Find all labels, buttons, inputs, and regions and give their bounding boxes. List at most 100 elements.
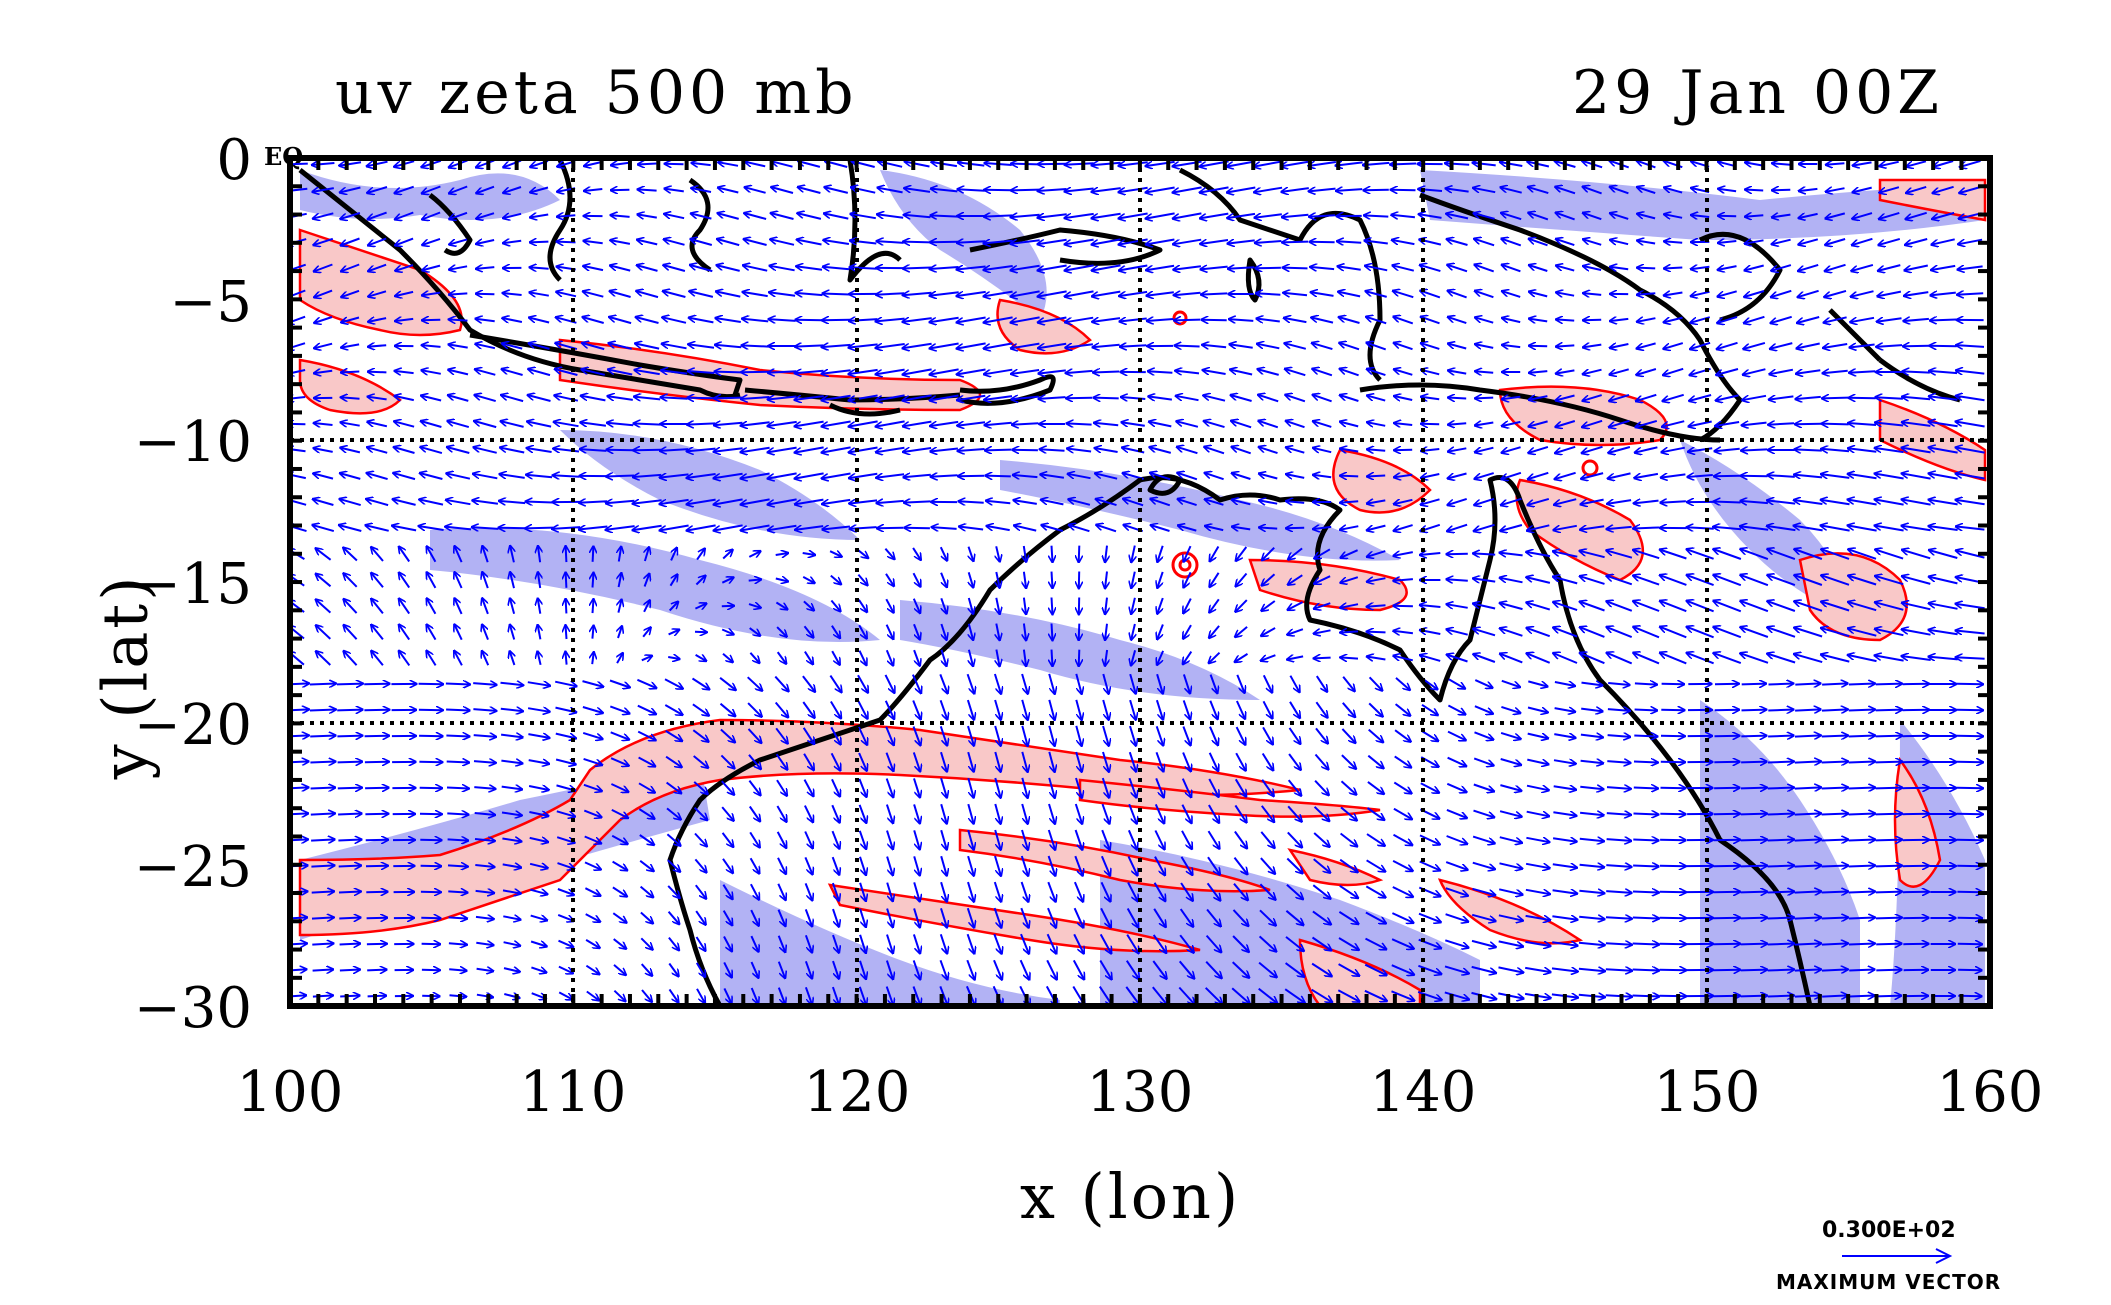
wind-vector [1499,862,1523,868]
wind-vector [1740,840,1768,841]
wind-vector [1145,212,1175,218]
wind-vector [1556,239,1575,247]
wind-vector [1064,238,1094,245]
wind-vector [969,572,974,587]
wind-vector [1607,500,1632,504]
wind-vector [1368,728,1384,743]
wind-vector [1579,813,1604,816]
wind-vector [1231,447,1252,455]
wind-vector [1661,474,1686,477]
wind-vector [1153,908,1166,927]
wind-vector [1633,762,1658,763]
wind-vector [1745,162,1764,165]
wind-vector [475,319,495,322]
wind-vector [607,423,634,425]
wind-vector [831,856,840,875]
wind-vector [1772,215,1791,218]
wind-vector [1525,862,1550,868]
wind-vector [1552,838,1577,841]
wind-vector [1875,549,1904,560]
wind-vector [503,186,522,193]
wind-vector [1632,996,1660,997]
wind-vector [581,369,606,376]
wind-vector [581,396,606,402]
wind-vector [1129,725,1136,746]
wind-vector [859,908,866,927]
wind-vector [821,446,851,452]
wind-vector [395,319,414,321]
wind-vector [1637,268,1656,269]
wind-vector [1364,215,1389,216]
wind-vector [1580,653,1605,665]
wind-vector [1553,627,1578,638]
wind-vector [553,449,580,452]
wind-vector [1262,726,1273,744]
wind-vector [1255,241,1282,243]
wind-vector [1289,675,1299,693]
wind-vector [1769,368,1794,375]
wind-vector [1848,628,1877,637]
wind-vector [877,214,904,217]
wind-vector [1848,762,1876,763]
wind-vector [1878,237,1901,245]
wind-vector [967,725,974,746]
wind-vector [1528,680,1547,686]
wind-vector [1127,882,1138,902]
wind-vector [290,289,306,298]
wind-vector [395,237,414,246]
wind-vector [1091,212,1121,219]
wind-vector [1312,395,1332,403]
wind-vector [454,598,463,615]
wind-vector [1771,289,1792,297]
wind-vector [1394,755,1412,767]
wind-vector [364,684,390,685]
wind-vector [1498,914,1523,920]
wind-vector [1365,291,1387,298]
wind-vector [1635,419,1658,427]
wind-vector [1048,673,1055,694]
ytick-0: 0 [216,128,252,193]
wind-vector [1202,370,1226,374]
wind-vector [1230,370,1253,376]
wind-vector [929,316,959,322]
wind-vector [831,650,840,665]
wind-vector [584,861,601,869]
wind-vector [1178,525,1197,532]
wind-vector [1230,395,1252,402]
wind-vector [1902,397,1931,400]
wind-vector [1903,346,1930,347]
wind-vector [1024,597,1026,615]
wind-vector [1553,786,1577,790]
wind-vector [1418,964,1441,974]
wind-vector [1849,996,1874,997]
wind-vector [771,213,794,220]
wind-vector [503,942,521,946]
wind-vector [290,449,306,452]
wind-vector [1581,472,1604,479]
wind-vector [394,185,415,194]
wind-vector [1260,831,1274,848]
wind-vector [1394,729,1411,742]
wind-vector [371,547,384,562]
wind-vector [1232,473,1251,480]
wind-vector [1473,604,1496,610]
wind-vector [1741,476,1768,477]
wind-vector [692,703,709,715]
wind-vector [1235,626,1248,637]
wind-vector [722,858,733,873]
wind-vector [364,736,390,737]
wind-vector [956,290,986,296]
wind-vector [1446,782,1466,792]
wind-vector [1609,368,1629,374]
wind-vector [1741,710,1767,711]
legend-vector-label: MAXIMUM VECTOR [1776,1270,2002,1294]
wind-vector [1500,162,1523,166]
wind-vector [499,474,525,478]
wind-vector [1743,368,1766,375]
wind-vector [1339,884,1358,898]
wind-vector [1579,865,1605,868]
wind-vector [875,343,905,348]
wind-vector [1662,420,1685,427]
wind-vector [1152,934,1167,953]
wind-vector [1447,291,1467,299]
